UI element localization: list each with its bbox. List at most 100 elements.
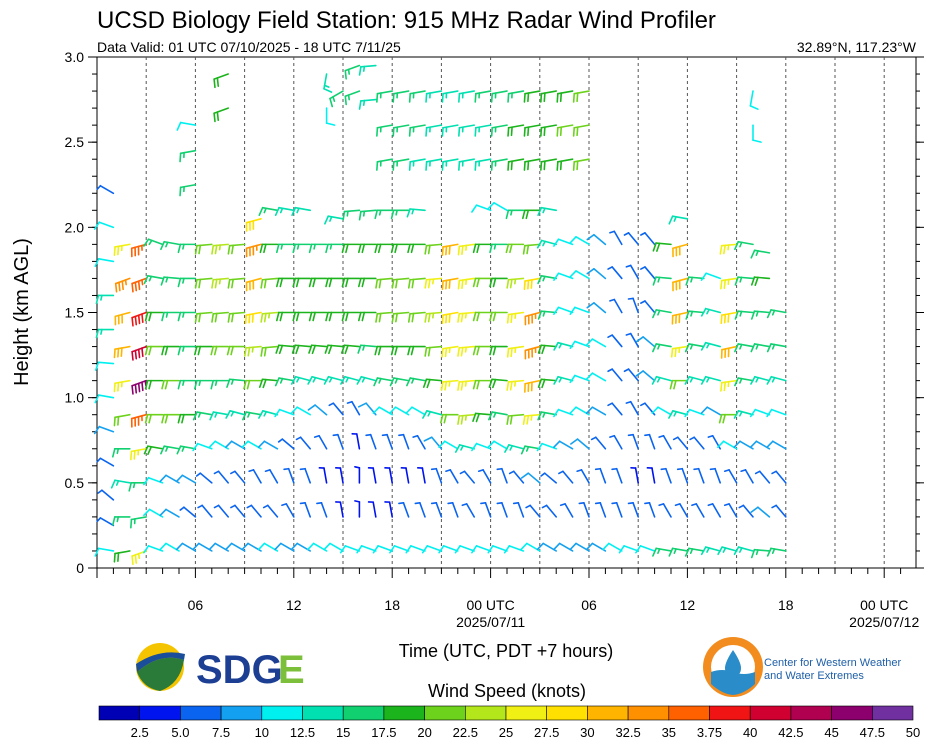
barb-shaft [352, 402, 360, 415]
barb-half-feather [231, 505, 235, 507]
wind-barb [326, 313, 343, 321]
barb-feather [429, 279, 430, 287]
barb-feather [199, 245, 200, 253]
wind-barb [458, 278, 474, 288]
barb-half-feather [281, 379, 283, 383]
barb-feather [139, 281, 140, 289]
x-tick-label: 12 [286, 597, 302, 613]
barb-half-feather [645, 435, 650, 436]
wind-barb [360, 66, 376, 75]
barb-feather [114, 554, 115, 562]
wind-barb [247, 278, 261, 290]
barb-half-feather [773, 345, 775, 349]
wind-barb [608, 403, 622, 414]
barb-half-feather [330, 378, 332, 382]
wind-barb [300, 469, 310, 483]
barb-feather [359, 403, 366, 407]
barb-half-feather [707, 378, 709, 382]
barb-shaft [197, 313, 212, 314]
barb-feather [396, 279, 397, 287]
wind-barb [735, 311, 753, 319]
barb-half-feather [612, 503, 617, 504]
barb-shaft [689, 311, 704, 312]
wind-barb [432, 503, 442, 517]
barb-half-feather [117, 449, 118, 454]
wind-barb [114, 551, 129, 562]
barb-feather [442, 128, 443, 136]
wind-barb [751, 377, 769, 384]
wind-barb [474, 313, 491, 321]
barb-feather [508, 349, 509, 357]
wind-barb [325, 345, 343, 353]
barb-feather [132, 352, 133, 360]
barb-feather [374, 378, 377, 386]
wind-barb [674, 437, 688, 448]
barb-shaft [476, 125, 491, 128]
wind-barb [587, 269, 605, 279]
barb-feather [750, 106, 758, 109]
barb-shaft [453, 503, 458, 517]
barb-half-feather [296, 437, 300, 439]
barb-feather [360, 101, 361, 109]
barb-half-feather [279, 439, 283, 442]
barb-shaft [558, 91, 573, 94]
barb-shaft [664, 436, 672, 449]
wind-barb [406, 407, 425, 415]
wind-barb [114, 244, 129, 255]
barb-feather [209, 543, 215, 549]
barb-shaft [115, 415, 130, 418]
barb-feather [395, 244, 397, 252]
wind-barb [260, 244, 277, 252]
barb-shaft [612, 335, 622, 346]
wind-barb [247, 505, 261, 516]
barb-shaft [427, 125, 442, 128]
barb-feather [390, 407, 396, 413]
wind-barb [410, 91, 425, 102]
barb-feather [425, 246, 426, 254]
barb-feather [114, 417, 115, 425]
barb-feather [139, 349, 140, 357]
barb-feather [312, 346, 315, 354]
wind-barb [385, 502, 392, 517]
barb-shaft [729, 470, 737, 483]
wind-barb [282, 504, 294, 517]
barb-half-feather [349, 95, 350, 100]
barb-half-feather [628, 503, 633, 504]
barb-feather [142, 382, 143, 390]
barb-feather [753, 140, 761, 142]
barb-feather [359, 244, 361, 252]
barb-shaft [738, 277, 753, 278]
barb-half-feather [412, 379, 414, 383]
wind-barb [574, 91, 589, 102]
wind-barb [212, 278, 228, 287]
barb-feather [527, 245, 528, 253]
barb-feather [342, 313, 344, 321]
wind-barb [393, 125, 408, 136]
barb-half-feather [117, 481, 119, 485]
barb-feather [475, 94, 476, 102]
barb-shaft [262, 278, 277, 279]
barb-feather [587, 373, 593, 379]
barb-shaft [184, 507, 195, 517]
barb-shaft [689, 277, 704, 278]
wind-barb [507, 278, 523, 287]
barb-feather [326, 313, 328, 321]
wind-barb [114, 381, 129, 392]
barb-shaft [410, 91, 425, 94]
barb-half-feather [214, 471, 218, 473]
barb-shaft [460, 546, 474, 551]
barb-feather [669, 548, 672, 556]
wind-barb [626, 265, 638, 278]
wind-barb [177, 475, 196, 483]
wind-barb [247, 219, 261, 231]
barb-feather [587, 303, 594, 308]
barb-feather [146, 415, 148, 423]
wind-barb [725, 470, 737, 483]
barb-feather [226, 441, 232, 447]
barb-half-feather [167, 313, 168, 318]
barb-shaft [541, 159, 556, 162]
barb-feather [508, 128, 509, 136]
barb-shaft [182, 475, 195, 483]
wind-barb [507, 381, 523, 390]
